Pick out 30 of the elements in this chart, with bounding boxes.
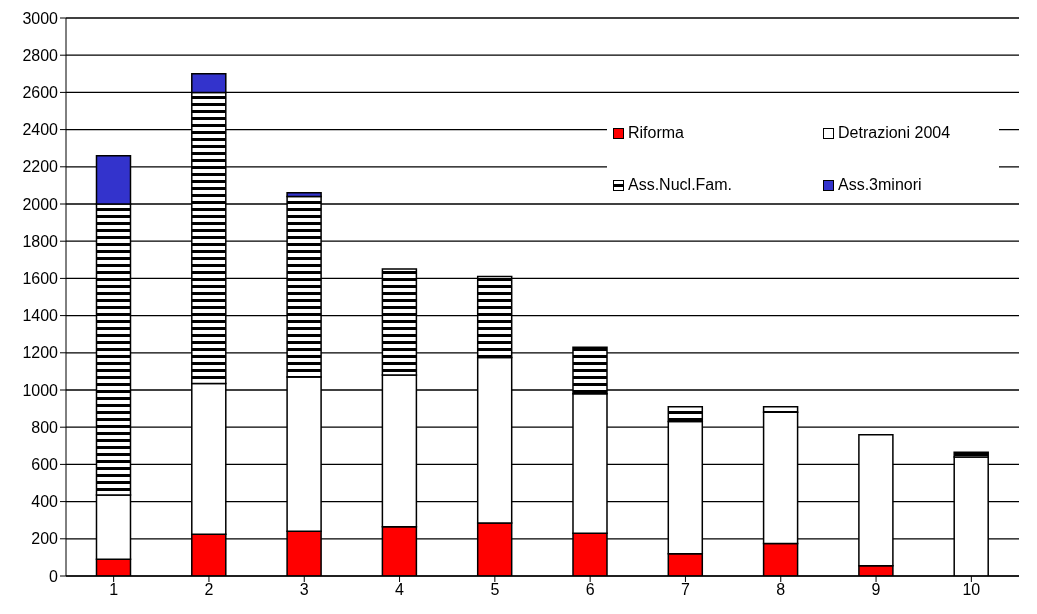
legend-label: Ass.Nucl.Fam. — [628, 176, 733, 194]
y-tick-label: 1200 — [22, 344, 59, 362]
y-tick-label: 800 — [31, 418, 59, 436]
y-tick-label: 200 — [31, 530, 59, 548]
y-tick-label: 2000 — [22, 195, 59, 213]
legend-label: Detrazioni 2004 — [838, 124, 951, 142]
y-tick-label: 1400 — [22, 307, 59, 325]
x-tick-label: 8 — [776, 581, 786, 599]
x-tick-label: 1 — [109, 581, 119, 599]
legend-label: Riforma — [628, 124, 685, 142]
x-tick-label: 9 — [871, 581, 881, 599]
x-tick-label: 10 — [962, 581, 981, 599]
legend-label: Ass.3minori — [838, 176, 922, 194]
y-tick-label: 2600 — [22, 84, 59, 102]
y-tick-label: 400 — [31, 493, 59, 511]
y-tick-label: 1000 — [22, 381, 59, 399]
y-tick-label: 600 — [31, 456, 59, 474]
x-tick-label: 5 — [490, 581, 500, 599]
x-tick-label: 3 — [299, 581, 309, 599]
x-tick-label: 2 — [204, 581, 214, 599]
y-tick-label: 2200 — [22, 158, 59, 176]
y-tick-label: 0 — [49, 567, 59, 585]
y-tick-label: 3000 — [22, 9, 59, 27]
y-tick-label: 2400 — [22, 121, 59, 139]
x-tick-label: 4 — [395, 581, 405, 599]
y-tick-label: 2800 — [22, 46, 59, 64]
x-tick-label: 6 — [585, 581, 595, 599]
x-tick-label: 7 — [681, 581, 690, 599]
y-tick-label: 1600 — [22, 270, 59, 288]
y-tick-label: 1800 — [22, 232, 59, 250]
